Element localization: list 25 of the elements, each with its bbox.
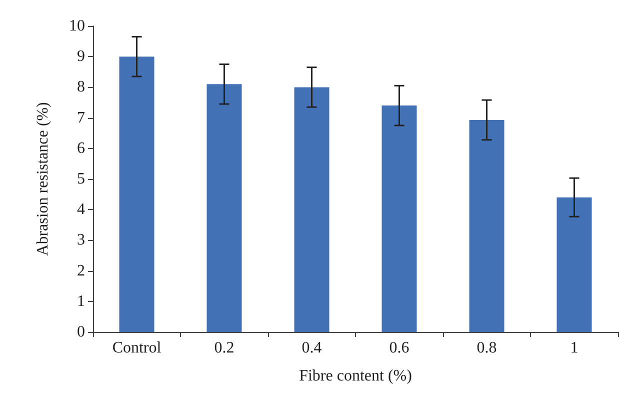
y-tick-label: 8 [77, 78, 85, 96]
y-tick-label: 1 [77, 292, 85, 310]
y-tick-label: 7 [77, 109, 85, 126]
y-tick-label: 10 [69, 18, 85, 34]
bar [556, 197, 592, 332]
x-tick-label: 0.6 [389, 340, 410, 356]
y-tick-label: 4 [77, 201, 85, 218]
y-tick-label: 3 [77, 232, 85, 249]
bar [294, 87, 330, 332]
x-tick-label: Control [112, 340, 162, 356]
x-tick-label: 0.8 [476, 340, 497, 356]
x-axis-title: Fibre content (%) [299, 368, 412, 384]
y-tick-label: 5 [77, 170, 85, 188]
y-tick-label: 9 [77, 48, 85, 66]
y-tick-label: 2 [77, 262, 85, 280]
bar [469, 120, 504, 332]
bar [206, 84, 242, 332]
x-tick-label: 0.2 [214, 340, 234, 356]
y-tick-label: 0 [77, 324, 85, 340]
y-tick-label: 6 [77, 140, 85, 157]
x-tick-label: 1 [570, 340, 578, 356]
bar [119, 56, 154, 332]
x-tick-label: 0.4 [302, 340, 322, 356]
y-axis-title: Abrasion resistance (%) [34, 102, 52, 256]
bar [382, 106, 417, 332]
